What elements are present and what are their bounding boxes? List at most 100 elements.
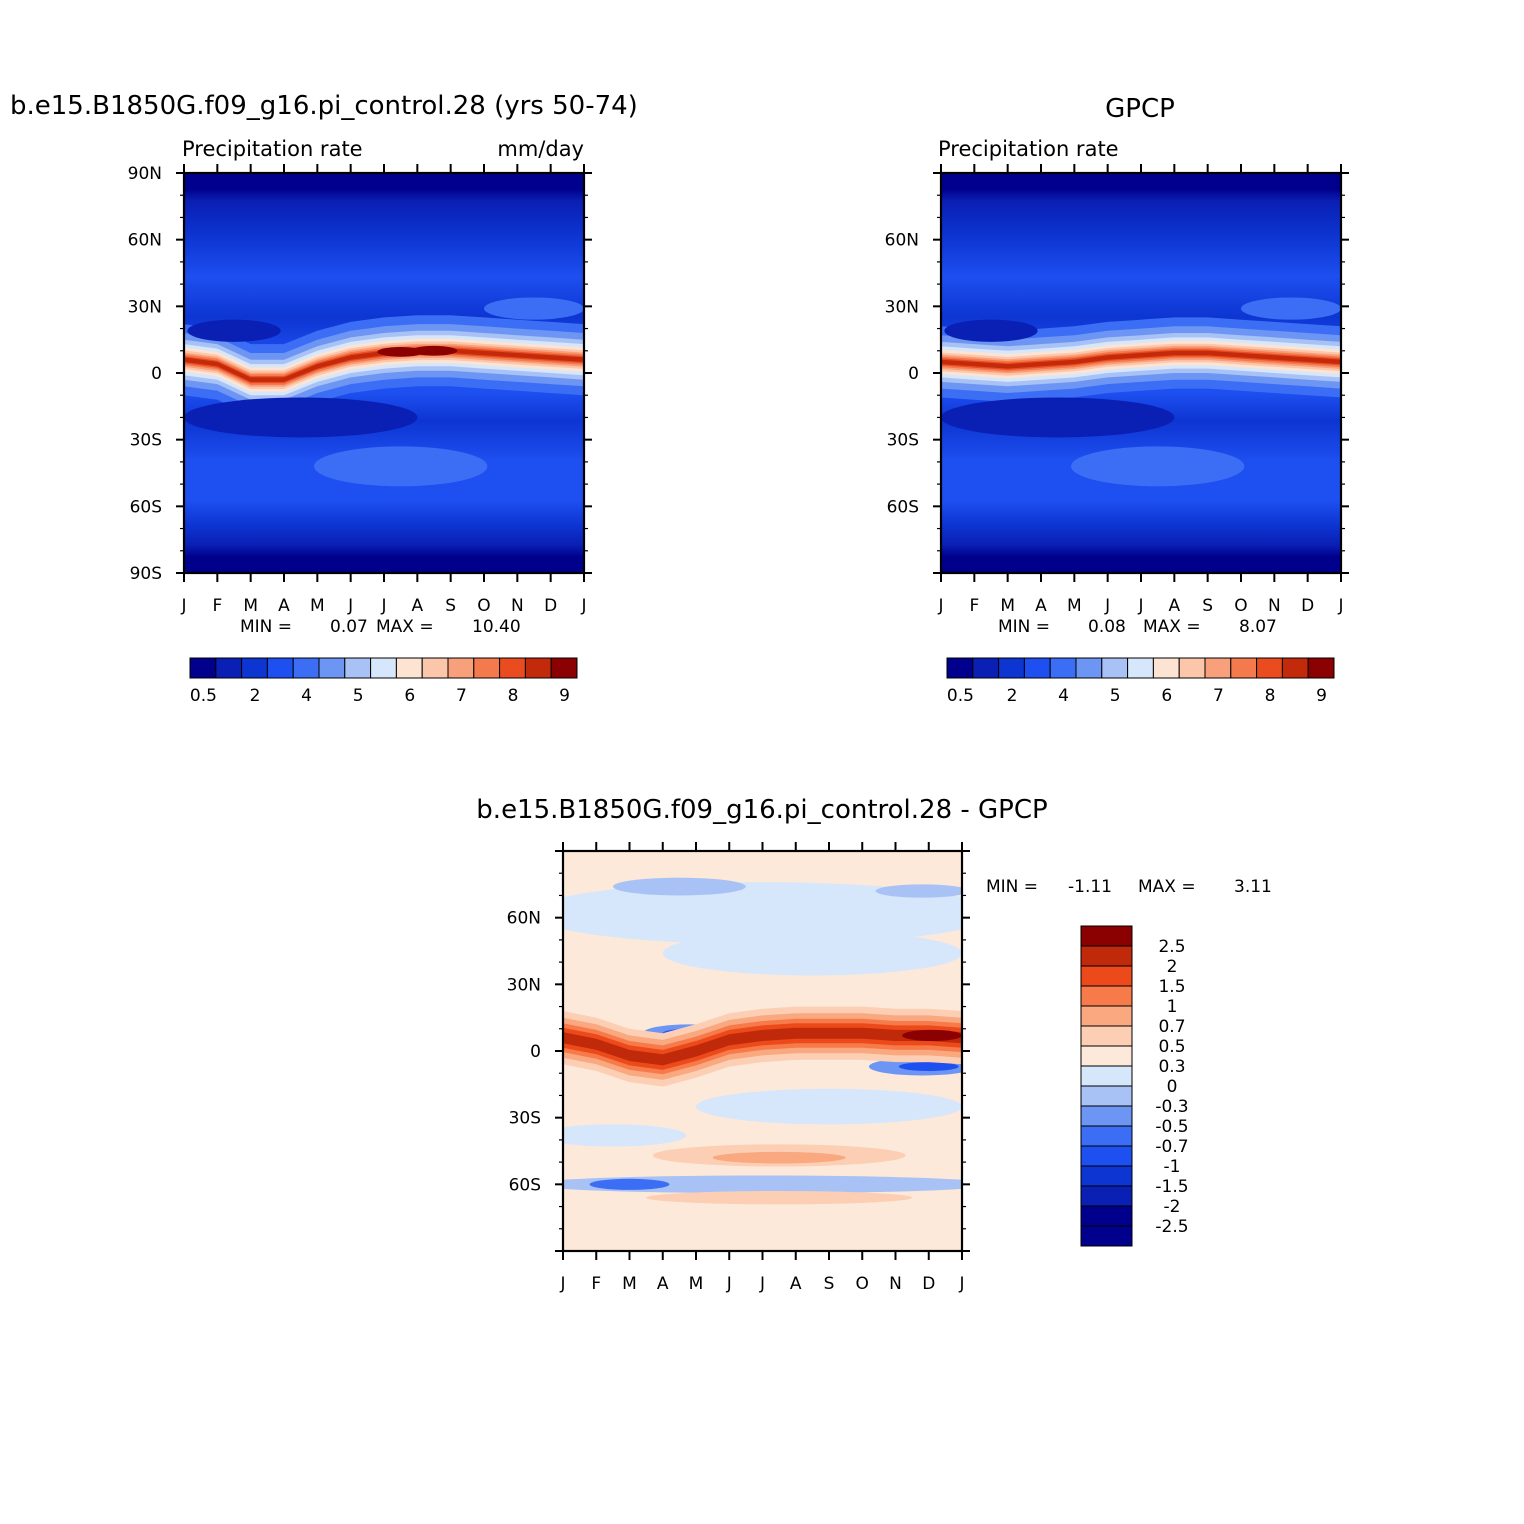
panel-model-min-label: MIN = [240,617,292,637]
panel-diff-title: b.e15.B1850G.f09_g16.pi_control.28 - GPC… [476,795,1047,825]
panel-model-title: b.e15.B1850G.f09_g16.pi_control.28 (yrs … [10,91,638,121]
colorbar-label: 7 [456,686,467,706]
positive-region-south [646,1191,913,1205]
dry-zone-north [187,319,281,342]
positive-region-south [712,1151,846,1164]
colorbar-swatch [318,657,346,679]
x-tick-label: N [511,596,524,616]
x-tick-label: N [1268,596,1281,616]
colorbar-swatch [241,657,268,679]
x-tick-label: J [1337,596,1343,616]
x-tick-label: M [310,596,325,616]
y-tick-label: 60S [130,497,162,517]
x-tick-label: A [412,596,424,616]
colorbar-label: 0 [1167,1077,1178,1097]
panel-model-max-value: 10.40 [472,617,521,637]
colorbar-swatch [1256,657,1283,679]
y-tick-label: 0 [908,364,919,384]
colorbar-swatch [946,657,974,679]
negative-region-south [563,1175,962,1194]
negative-region-south [563,1124,687,1147]
y-tick-label: 30N [507,975,541,995]
colorbar-label: 0.5 [1158,1037,1185,1057]
itcz-contour-band [941,350,1341,369]
colorbar-swatch [524,657,552,679]
negative-region-tropics [898,1062,959,1071]
colorbar-swatch [421,657,449,679]
colorbar-swatch [1307,657,1335,679]
panel-diff-max-value: 3.11 [1234,877,1272,897]
storm-track-south [314,446,488,487]
negative-region-north [875,884,962,898]
storm-track-north [484,297,584,320]
x-tick-label: D [1301,596,1314,616]
x-tick-label: O [856,1274,869,1294]
x-tick-label: S [1202,596,1213,616]
x-tick-label: J [580,596,586,616]
colorbar-swatch [1080,1045,1133,1067]
colorbar-label: 4 [1058,686,1069,706]
panel-gpcp-subtitle: Precipitation rate [938,137,1119,161]
x-tick-label: F [591,1274,601,1294]
colorbar-label: 6 [1161,686,1172,706]
colorbar-swatch [1080,965,1133,987]
y-tick-label: 0 [151,364,162,384]
colorbar-label: 4 [301,686,312,706]
colorbar-swatch [1152,657,1180,679]
colorbar-label: -2 [1164,1197,1181,1217]
colorbar-label: -1.5 [1155,1177,1188,1197]
x-tick-label: D [922,1274,935,1294]
itcz-contour-band [184,347,584,384]
negative-region-south [589,1178,670,1190]
y-tick-label: 90S [130,564,162,584]
x-tick-label: F [212,596,222,616]
x-tick-label: S [445,596,456,616]
colorbar-label: -1 [1164,1157,1181,1177]
colorbar-swatch [1075,657,1103,679]
panel-diff-min-label: MIN = [986,877,1038,897]
colorbar-swatch [1204,657,1232,679]
colorbar-label: 5 [353,686,364,706]
x-tick-label: A [790,1274,802,1294]
panel-gpcp-max-value: 8.07 [1239,617,1277,637]
colorbar-swatch [972,657,1000,679]
colorbar-swatch [1080,1025,1133,1047]
x-tick-label: A [1169,596,1181,616]
panel-model: b.e15.B1850G.f09_g16.pi_control.28 (yrs … [10,91,638,706]
colorbar-swatch [1080,1065,1133,1087]
x-tick-label: F [969,596,979,616]
colorbar-label: 0.3 [1158,1057,1185,1077]
y-tick-label: 60N [507,909,541,929]
negative-region-north [563,882,962,945]
panel-gpcp-title: GPCP [1105,94,1175,124]
colorbar-swatch [1230,657,1258,679]
dry-zone-south [184,397,418,438]
x-tick-label: M [622,1274,637,1294]
colorbar-label: 0.5 [947,686,974,706]
colorbar-swatch [1080,945,1133,967]
colorbar-label: 2 [1167,957,1178,977]
colorbar-swatch [215,657,243,679]
dry-zone-south [941,397,1175,438]
itcz-max-core [410,345,458,356]
colorbar-swatch [998,657,1025,679]
colorbar-swatch [1023,657,1051,679]
colorbar-label: 9 [1316,686,1327,706]
colorbar-label: 2 [1007,686,1018,706]
x-tick-label: J [958,1274,964,1294]
x-tick-label: O [1234,596,1247,616]
colorbar-swatch [1049,657,1077,679]
y-tick-label: 60S [509,1175,541,1195]
colorbar-label: 0.5 [190,686,217,706]
colorbar-swatch [499,657,526,679]
x-tick-label: O [477,596,490,616]
panel-gpcp-max-label: MAX = [1143,617,1201,637]
panel-diff-min-value: -1.11 [1068,877,1112,897]
colorbar-label: 8 [508,686,519,706]
y-tick-label: 60N [885,231,919,251]
panel-diff-field [563,851,962,1251]
dry-zone-north [944,319,1038,342]
